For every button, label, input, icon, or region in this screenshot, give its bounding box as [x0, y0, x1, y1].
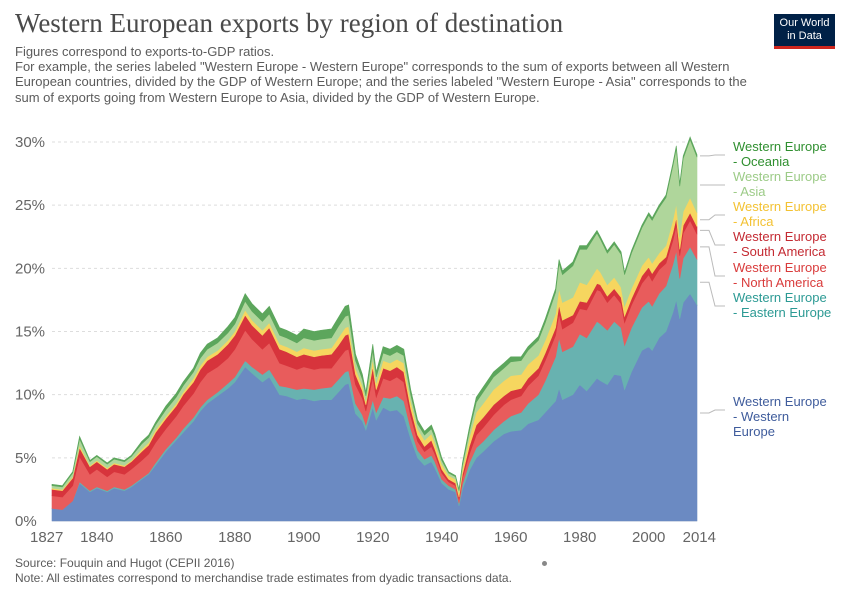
x-tick-label: 1840	[80, 529, 113, 546]
x-tick-label: 2000	[632, 529, 665, 546]
series-label: - South America	[733, 244, 826, 259]
x-tick-label: 1827	[30, 529, 63, 546]
series-label: - Eastern Europe	[733, 305, 831, 320]
y-tick-label: 25%	[15, 197, 45, 214]
series-label: - Western	[733, 409, 789, 424]
source-text: Source: Fouquin and Hugot (CEPII 2016)	[15, 556, 235, 570]
timeline-handle[interactable]	[542, 561, 547, 566]
x-tick-label: 1860	[149, 529, 182, 546]
y-tick-label: 10%	[15, 387, 45, 404]
x-tick-label: 1900	[287, 529, 320, 546]
owid-logo[interactable]: Our World in Data	[774, 14, 835, 49]
y-tick-label: 30%	[15, 134, 45, 151]
series-label: - Africa	[733, 214, 774, 229]
x-tick-label: 1960	[494, 529, 527, 546]
chart-footer: Source: Fouquin and Hugot (CEPII 2016) N…	[15, 556, 512, 586]
x-tick-label: 1940	[425, 529, 458, 546]
label-connector	[700, 229, 725, 246]
series-label: Western Europe	[733, 199, 827, 214]
series-label: Europe	[733, 424, 775, 439]
series-label: - Oceania	[733, 154, 790, 169]
series-label: Western Europe	[733, 290, 827, 305]
series-label: Western Europe	[733, 169, 827, 184]
x-tick-label: 1980	[563, 529, 596, 546]
area-series	[51, 136, 698, 522]
label-connector	[700, 409, 725, 414]
note-text: Note: All estimates correspond to mercha…	[15, 571, 512, 585]
label-connector	[700, 154, 725, 157]
label-connector	[700, 246, 725, 277]
label-connector	[700, 214, 725, 221]
series-label: Western Europe	[733, 394, 827, 409]
label-connector	[700, 281, 725, 307]
area-western-europe-oceania	[51, 136, 698, 491]
series-label: - Asia	[733, 184, 766, 199]
series-label: Western Europe	[733, 139, 827, 154]
series-label: Western Europe	[733, 229, 827, 244]
series-label: Western Europe	[733, 260, 827, 275]
x-tick-label: 1880	[218, 529, 251, 546]
chart-subtitle: Figures correspond to exports-to-GDP rat…	[15, 44, 747, 105]
logo-line-2: in Data	[787, 30, 822, 42]
x-tick-label: 1920	[356, 529, 389, 546]
x-tick-label: 2014	[683, 529, 716, 546]
logo-line-1: Our World	[779, 17, 830, 29]
y-tick-label: 20%	[15, 260, 45, 277]
series-label: - North America	[733, 275, 824, 290]
axis-labels: 0% 5% 10% 15% 20% 25% 30% 1827 1840 1860 1880 1900 1…	[15, 134, 716, 546]
y-tick-label: 5%	[15, 450, 37, 467]
y-tick-label: 15%	[15, 324, 45, 341]
y-tick-label: 0%	[15, 513, 37, 530]
chart-title: Western European exports by region of de…	[15, 8, 564, 38]
